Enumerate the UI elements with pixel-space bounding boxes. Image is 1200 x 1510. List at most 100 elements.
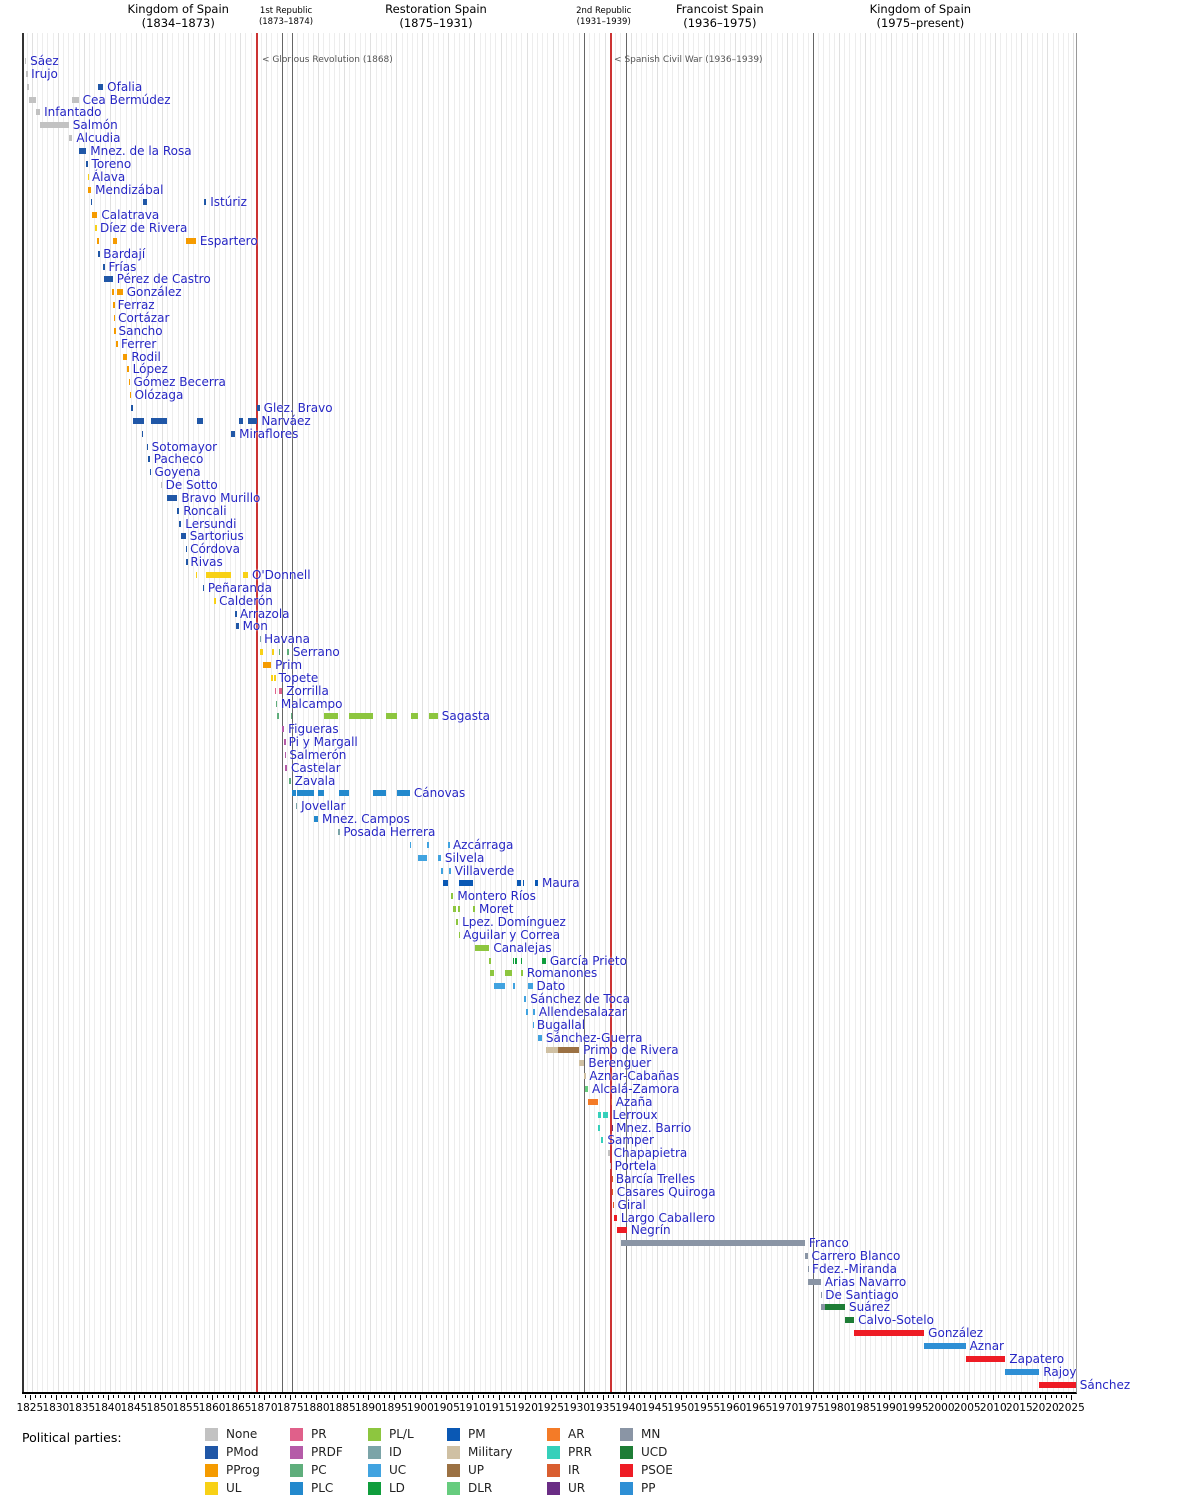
person-label: Zorrilla — [286, 683, 329, 698]
era-boundary-1975 — [813, 33, 814, 1392]
axis-label-1885: 1885 — [328, 1402, 356, 1414]
person-label: Espartero — [199, 233, 258, 248]
person-label: Roncali — [183, 503, 227, 518]
person-label: Portela — [614, 1159, 657, 1174]
axis-tick-1879 — [311, 1395, 313, 1398]
axis-tick-1920 — [524, 1395, 526, 1400]
term-bar — [608, 1150, 610, 1157]
term-bar — [824, 1304, 846, 1311]
legend-label-None: None — [226, 1427, 258, 1441]
term-bar — [122, 353, 128, 360]
axis-tick-2004 — [962, 1395, 964, 1398]
axis-label-1880: 1880 — [302, 1402, 330, 1414]
term-bar — [278, 649, 281, 656]
legend-label-UL: UL — [226, 1481, 242, 1495]
person-label: Arias Navarro — [824, 1274, 907, 1289]
axis-tick-1849 — [154, 1395, 156, 1398]
term-bar — [410, 713, 419, 720]
term-bar — [532, 1008, 535, 1015]
axis-tick-1938 — [618, 1395, 620, 1398]
grid-line-1964 — [755, 33, 757, 1392]
era-boundary-1939 — [625, 33, 627, 1392]
axis-label-1985: 1985 — [849, 1402, 877, 1414]
grid-line-1937 — [615, 33, 617, 1392]
legend-label-PL/L: PL/L — [389, 1427, 414, 1441]
grid-line-1941 — [635, 33, 637, 1392]
term-bar — [24, 58, 27, 64]
grid-line-1869 — [260, 33, 262, 1392]
term-bar — [142, 199, 147, 206]
person-label: Goyena — [154, 465, 201, 480]
term-bar — [804, 1253, 808, 1260]
person-label: Sánchez-Guerra — [545, 1030, 643, 1045]
term-bar — [458, 906, 460, 913]
grid-line-2004 — [964, 33, 966, 1392]
axis-tick-1978 — [826, 1395, 828, 1398]
term-bar — [195, 572, 198, 578]
axis-tick-1919 — [519, 1395, 521, 1398]
grid-line-1932 — [589, 33, 591, 1392]
grid-line-2014 — [1016, 33, 1018, 1392]
axis-label-1915: 1915 — [485, 1402, 512, 1414]
axis-tick-1975 — [811, 1395, 812, 1400]
era-header-5: Kingdom of Spain (1975–present) — [870, 2, 971, 30]
axis-label-1925: 1925 — [537, 1402, 564, 1414]
axis-label-2005: 2005 — [953, 1402, 981, 1414]
person-label: Irujo — [31, 66, 58, 81]
axis-label-1865: 1865 — [224, 1402, 252, 1414]
axis-tick-1831 — [61, 1395, 63, 1398]
grid-line-1905 — [448, 33, 450, 1392]
term-bar — [522, 880, 525, 887]
term-bar — [290, 713, 293, 720]
axis-tick-1844 — [128, 1395, 130, 1398]
grid-line-1898 — [411, 33, 413, 1392]
axis-tick-1832 — [66, 1395, 68, 1398]
grid-line-1858 — [203, 33, 205, 1392]
grid-line-2007 — [979, 33, 981, 1392]
axis-tick-1948 — [670, 1395, 672, 1398]
person-label: Mnez. de la Rosa — [90, 143, 192, 158]
person-label: Largo Caballero — [620, 1210, 716, 1225]
axis-tick-1882 — [326, 1395, 328, 1398]
person-label: Casares Quiroga — [616, 1184, 716, 1199]
axis-tick-1932 — [587, 1395, 589, 1398]
grid-line-1925 — [552, 33, 554, 1392]
term-bar — [489, 970, 495, 977]
grid-line-1824 — [26, 33, 28, 1392]
axis-tick-1868 — [253, 1395, 255, 1398]
term-bar — [116, 340, 118, 347]
term-bar — [103, 263, 105, 270]
axis-tick-1943 — [644, 1395, 646, 1398]
grid-line-2010 — [995, 33, 997, 1392]
grid-line-1890 — [370, 33, 372, 1392]
grid-line-1842 — [120, 33, 122, 1392]
axis-label-1845: 1845 — [120, 1402, 148, 1414]
person-label: Negrín — [630, 1223, 671, 1238]
era-boundary-1875 — [292, 33, 294, 1392]
axis-tick-1883 — [331, 1395, 333, 1398]
grid-line-1919 — [521, 33, 523, 1392]
term-bar — [538, 1034, 542, 1041]
axis-label-1940: 1940 — [615, 1402, 643, 1414]
axis-label-1995: 1995 — [901, 1402, 929, 1414]
term-bar — [520, 957, 523, 964]
grid-line-1867 — [250, 33, 252, 1392]
grid-line-1876 — [297, 33, 299, 1392]
grid-line-1980 — [839, 33, 841, 1392]
era-header-0: Kingdom of Spain (1834–1873) — [128, 2, 229, 30]
grid-line-1840 — [109, 33, 111, 1392]
grid-line-1921 — [531, 33, 533, 1392]
legend-label-Military: Military — [468, 1445, 513, 1459]
grid-line-2015 — [1021, 33, 1023, 1392]
grid-line-1918 — [516, 33, 518, 1392]
grid-line-2012 — [1005, 33, 1007, 1392]
era-title: 1st Republic — [259, 6, 313, 16]
legend-swatch-PRDF — [290, 1446, 303, 1459]
person-label: Havana — [264, 632, 310, 647]
term-bar — [512, 957, 514, 964]
term-bar — [557, 1047, 580, 1054]
term-bar — [26, 70, 28, 77]
grid-line-2006 — [974, 33, 976, 1392]
axis-tick-1930 — [576, 1395, 578, 1400]
axis-tick-1898 — [409, 1395, 411, 1398]
